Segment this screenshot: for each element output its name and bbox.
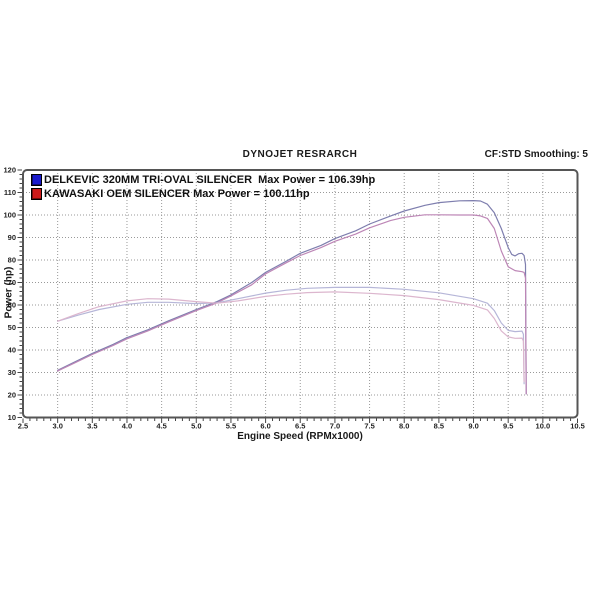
y-tick-label: 80 (8, 256, 16, 265)
legend-label-kawasaki-oem: KAWASAKI OEM SILENCER Max Power = 100.11… (44, 188, 310, 200)
x-tick-label: 6.5 (295, 422, 305, 431)
smoothing-note: CF:STD Smoothing: 5 (484, 149, 588, 160)
x-tick-label: 2.5 (18, 422, 28, 431)
y-tick-label: 40 (8, 346, 16, 355)
x-tick-label: 7.0 (330, 422, 340, 431)
x-tick-label: 3.0 (52, 422, 62, 431)
x-tick-label: 4.0 (122, 422, 132, 431)
x-tick-label: 10.0 (536, 422, 551, 431)
series-line-torque-lower-trace-delkevic (57, 286, 525, 385)
x-tick-label: 5.0 (191, 422, 201, 431)
x-tick-label: 4.5 (156, 422, 166, 431)
x-tick-label: 6.0 (260, 422, 270, 431)
legend-item-kawasaki-oem: KAWASAKI OEM SILENCER Max Power = 100.11… (31, 187, 375, 201)
x-tick-label: 5.5 (226, 422, 236, 431)
y-tick-label: 50 (8, 323, 16, 332)
y-axis-title: Power (hp) (3, 266, 15, 319)
y-tick-label: 90 (8, 233, 16, 242)
x-tick-label: 10.5 (570, 422, 585, 431)
x-tick-label: 8.5 (434, 422, 444, 431)
legend-label-delkevic: DELKEVIC 320MM TRI-OVAL SILENCER Max Pow… (44, 174, 376, 186)
y-tick-label: 120 (3, 166, 16, 175)
y-tick-label: 10 (8, 413, 16, 422)
y-tick-label: 60 (8, 301, 16, 310)
legend-item-delkevic: DELKEVIC 320MM TRI-OVAL SILENCER Max Pow… (31, 173, 375, 187)
y-tick-label: 20 (8, 391, 16, 400)
y-tick-label: 70 (8, 278, 16, 287)
y-tick-label: 100 (3, 211, 16, 220)
x-axis-title: Engine Speed (RPMx1000) (237, 431, 363, 442)
x-tick-label: 9.0 (468, 422, 478, 431)
x-tick-label: 9.5 (503, 422, 513, 431)
x-tick-label: 7.5 (364, 422, 374, 431)
chart-title: DYNOJET RESRARCH (242, 149, 358, 160)
plot-frame (22, 169, 579, 419)
series-line-power-kawasaki (57, 214, 527, 395)
oem-series-swatch (31, 188, 42, 200)
x-tick-label: 8.0 (399, 422, 409, 431)
y-tick-label: 110 (4, 188, 16, 197)
chart-legend: DELKEVIC 320MM TRI-OVAL SILENCER Max Pow… (31, 173, 375, 201)
y-tick-label: 30 (8, 368, 16, 377)
series-line-torque-lower-trace-kawasaki (57, 291, 525, 383)
x-tick-label: 3.5 (87, 422, 97, 431)
delkevic-series-swatch (31, 174, 42, 186)
series-line-power-delkevic (57, 200, 527, 395)
